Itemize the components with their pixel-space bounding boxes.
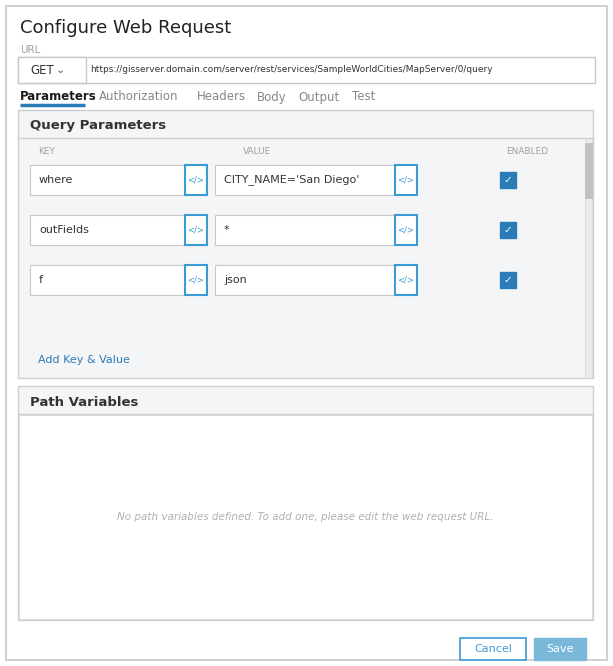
Text: https://gisserver.domain.com/server/rest/services/SampleWorldCities/MapServer/0/: https://gisserver.domain.com/server/rest…	[90, 65, 493, 75]
Bar	[18, 57, 86, 83]
Text: GET: GET	[30, 63, 54, 77]
Text: CITY_NAME='San Diego': CITY_NAME='San Diego'	[224, 174, 359, 185]
Bar	[500, 272, 516, 288]
Text: ✓: ✓	[504, 225, 512, 235]
Bar	[395, 215, 417, 245]
Text: Add Key & Value: Add Key & Value	[38, 355, 130, 365]
Text: URL: URL	[20, 45, 40, 55]
Bar	[19, 415, 592, 619]
Bar	[215, 265, 395, 295]
Bar	[30, 265, 185, 295]
Text: </>: </>	[188, 226, 205, 234]
Bar	[534, 638, 586, 660]
Bar	[395, 165, 417, 195]
Text: Headers: Headers	[197, 91, 246, 103]
Text: Authorization: Authorization	[99, 91, 178, 103]
Bar	[585, 143, 592, 198]
Bar	[30, 215, 185, 245]
Text: ✓: ✓	[504, 275, 512, 285]
Text: KEY: KEY	[38, 147, 55, 157]
Bar	[585, 138, 592, 378]
Text: No path variables defined. To add one, please edit the web request URL.: No path variables defined. To add one, p…	[117, 512, 493, 522]
Bar	[185, 265, 207, 295]
Bar	[215, 215, 395, 245]
Text: Parameters: Parameters	[20, 91, 97, 103]
Text: outFields: outFields	[39, 225, 89, 235]
Text: </>: </>	[398, 276, 414, 284]
Text: </>: </>	[188, 276, 205, 284]
Bar	[460, 638, 526, 660]
Bar	[185, 215, 207, 245]
Bar	[18, 57, 595, 83]
Text: json: json	[224, 275, 247, 285]
Text: Configure Web Request: Configure Web Request	[20, 19, 231, 37]
Bar	[500, 172, 516, 188]
Text: ENABLED: ENABLED	[506, 147, 548, 157]
Text: VALUE: VALUE	[243, 147, 271, 157]
Bar	[185, 165, 207, 195]
Bar	[500, 222, 516, 238]
Text: ⌄: ⌄	[55, 65, 65, 75]
Text: Save: Save	[546, 644, 574, 654]
Text: </>: </>	[398, 176, 414, 184]
Bar	[395, 265, 417, 295]
Text: f: f	[39, 275, 43, 285]
Text: Body: Body	[257, 91, 287, 103]
Bar	[30, 165, 185, 195]
Bar	[215, 165, 395, 195]
Text: Path Variables: Path Variables	[30, 396, 139, 408]
Text: ✓: ✓	[504, 175, 512, 185]
Text: Cancel: Cancel	[474, 644, 512, 654]
Text: Test: Test	[352, 91, 375, 103]
Text: where: where	[39, 175, 74, 185]
Bar	[18, 110, 593, 378]
Text: </>: </>	[398, 226, 414, 234]
Text: Output: Output	[298, 91, 340, 103]
Text: Query Parameters: Query Parameters	[30, 119, 166, 133]
Text: *: *	[224, 225, 230, 235]
Bar	[18, 386, 593, 620]
Text: </>: </>	[188, 176, 205, 184]
